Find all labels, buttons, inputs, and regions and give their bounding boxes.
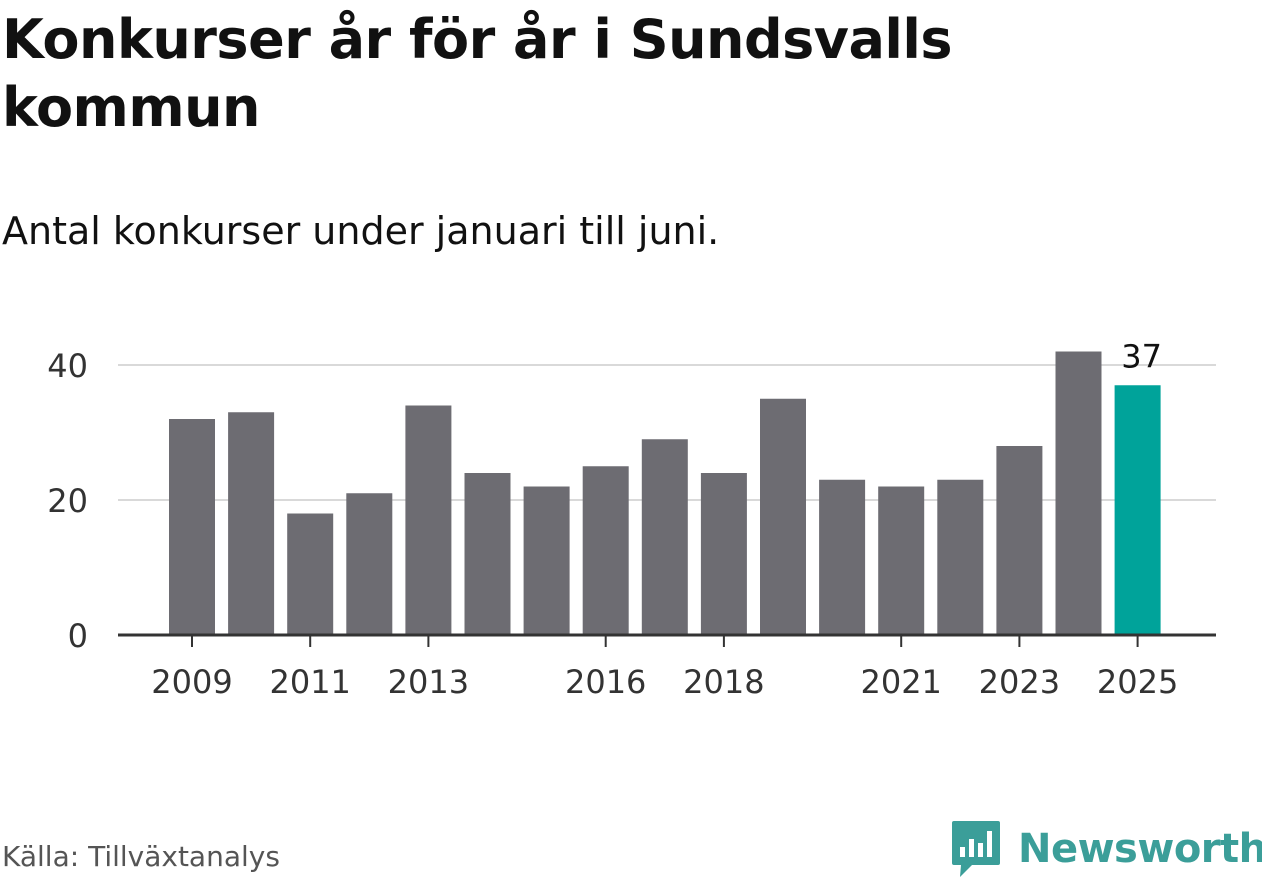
x-tick-label: 2018 — [683, 663, 764, 701]
bar — [523, 486, 570, 635]
x-tick-label: 2013 — [388, 663, 469, 701]
x-tick-label: 2011 — [269, 663, 350, 701]
bar — [464, 473, 511, 635]
bar — [228, 412, 275, 635]
bar — [878, 486, 925, 635]
chart-title: Konkurser år för år i Sundsvalls kommun — [2, 8, 953, 139]
x-tick-label: 2016 — [565, 663, 646, 701]
bar-chart-speech-bubble-icon — [952, 821, 1000, 877]
x-tick-label: 2021 — [860, 663, 941, 701]
y-tick-label: 0 — [68, 617, 88, 655]
data-label: 37 — [1121, 337, 1162, 375]
bar — [819, 479, 866, 635]
bar — [996, 446, 1043, 635]
bar — [1055, 351, 1102, 635]
y-tick-label: 20 — [47, 482, 88, 520]
bar — [700, 473, 747, 635]
bar — [1114, 385, 1161, 635]
x-tick-label: 2023 — [979, 663, 1060, 701]
brand-name: Newsworthy — [1018, 826, 1262, 872]
x-tick-label: 2009 — [151, 663, 232, 701]
bar — [760, 398, 806, 635]
chart-subtitle: Antal konkurser under januari till juni. — [2, 209, 720, 253]
brand-logo: Newsworthy — [950, 818, 1262, 880]
bar — [346, 493, 393, 635]
bar — [169, 419, 215, 635]
bar — [405, 405, 452, 635]
bar-chart: 0 20 40 37 2009 2011 2013 2016 2018 2021 2023 2025 — [47, 337, 1216, 701]
bar — [287, 513, 334, 635]
x-tick-label: 2025 — [1097, 663, 1178, 701]
bar — [641, 439, 688, 635]
source-note: Källa: Tillväxtanalys — [2, 840, 280, 873]
bar — [937, 479, 984, 635]
y-tick-label: 40 — [47, 347, 88, 385]
bar — [582, 466, 629, 635]
